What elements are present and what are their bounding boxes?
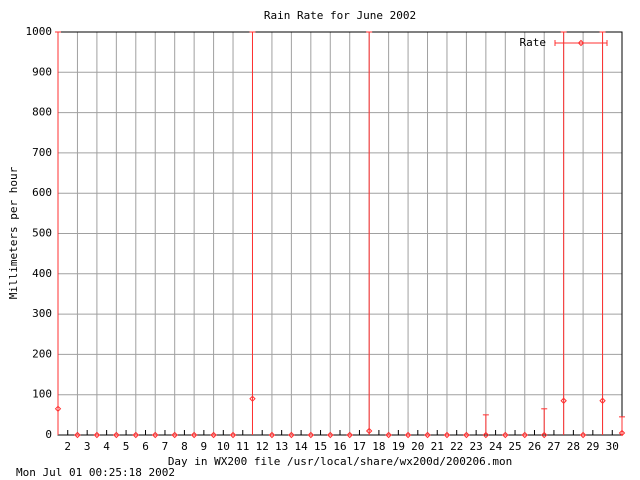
point: [210, 431, 217, 439]
point: [424, 431, 431, 439]
x-tick-label: 11: [236, 440, 249, 453]
point: [249, 395, 256, 402]
y-tick-label: 700: [32, 146, 52, 159]
legend-swatch: [577, 39, 585, 47]
y-tick-label: 200: [32, 347, 52, 360]
point: [327, 431, 334, 439]
x-tick-label: 18: [372, 440, 385, 453]
x-axis-label: Day in WX200 file /usr/local/share/wx200…: [168, 455, 512, 468]
point: [482, 431, 490, 439]
y-tick-label: 600: [32, 186, 52, 199]
y-axis-label: Millimeters per hour: [7, 166, 20, 299]
point: [171, 431, 178, 439]
x-tick-label: 28: [567, 440, 580, 453]
x-tick-label: 29: [586, 440, 599, 453]
point: [540, 431, 548, 439]
x-tick-label: 4: [103, 440, 110, 453]
x-tick-label: 10: [217, 440, 230, 453]
point: [190, 431, 198, 439]
y-tick-label: 300: [32, 307, 52, 320]
point: [113, 431, 120, 439]
chart-title: Rain Rate for June 2002: [264, 9, 416, 22]
point: [443, 431, 451, 439]
point: [463, 431, 470, 439]
x-tick-label: 30: [606, 440, 619, 453]
point: [346, 431, 353, 439]
point: [132, 431, 140, 439]
y-tick-label: 1000: [26, 25, 53, 38]
legend-label: Rate: [520, 36, 547, 49]
x-tick-label: 27: [547, 440, 560, 453]
point: [152, 431, 159, 439]
point: [54, 405, 62, 413]
x-tick-label: 23: [470, 440, 483, 453]
point: [618, 429, 626, 437]
y-tick-label: 400: [32, 267, 52, 280]
x-tick-label: 8: [181, 440, 188, 453]
point: [229, 431, 237, 439]
point: [307, 431, 315, 439]
footer: Mon Jul 01 00:25:18 2002: [16, 466, 175, 479]
x-tick-label: 26: [528, 440, 541, 453]
x-tick-label: 2: [64, 440, 71, 453]
x-tick-label: 17: [353, 440, 366, 453]
y-tick-label: 100: [32, 388, 52, 401]
x-tick-label: 12: [256, 440, 269, 453]
point: [502, 431, 509, 439]
point: [521, 431, 528, 439]
x-tick-label: 5: [123, 440, 130, 453]
x-tick-label: 3: [84, 440, 91, 453]
x-tick-label: 20: [411, 440, 424, 453]
point: [93, 431, 101, 439]
point: [365, 427, 373, 435]
x-tick-label: 25: [508, 440, 521, 453]
x-tick-label: 22: [450, 440, 463, 453]
point: [288, 431, 295, 439]
x-tick-label: 19: [392, 440, 405, 453]
y-tick-label: 800: [32, 106, 52, 119]
y-tick-label: 900: [32, 65, 52, 78]
x-tick-label: 16: [333, 440, 346, 453]
point: [404, 431, 412, 439]
y-tick-label: 500: [32, 227, 52, 240]
point: [579, 431, 587, 439]
x-tick-label: 15: [314, 440, 327, 453]
point: [74, 431, 81, 439]
x-tick-label: 24: [489, 440, 503, 453]
point: [560, 397, 567, 404]
x-tick-label: 9: [201, 440, 208, 453]
x-tick-label: 14: [294, 440, 308, 453]
y-tick-label: 0: [45, 428, 52, 441]
x-tick-label: 21: [431, 440, 444, 453]
x-tick-label: 6: [142, 440, 149, 453]
x-tick-label: 13: [275, 440, 288, 453]
x-tick-label: 7: [162, 440, 169, 453]
point: [599, 397, 606, 404]
point: [268, 431, 276, 439]
point: [385, 431, 392, 439]
